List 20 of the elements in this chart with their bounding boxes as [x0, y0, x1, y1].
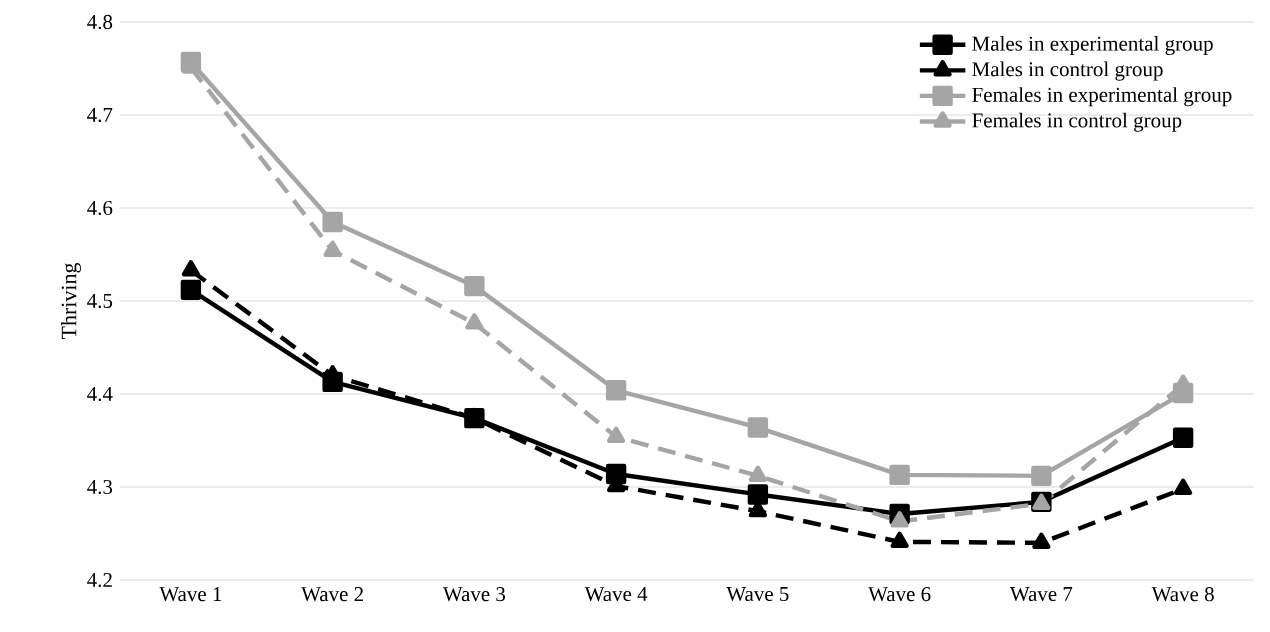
x-tick-label: Wave 3 — [442, 587, 506, 602]
x-tick-label: Wave 8 — [1151, 587, 1214, 602]
y-tick-label: 4.6 — [87, 200, 113, 216]
x-tick-label: Wave 5 — [726, 587, 789, 602]
y-tick-label: 4.4 — [87, 386, 113, 402]
x-tick-label: Wave 6 — [868, 587, 931, 602]
x-tick-label: Wave 4 — [584, 587, 648, 602]
legend-label: Females in experimental group — [972, 87, 1232, 107]
y-tick-label: 4.7 — [87, 107, 113, 123]
y-tick-label: 4.8 — [87, 14, 113, 30]
legend-label: Males in control group — [972, 61, 1163, 81]
y-tick-label: 4.2 — [87, 572, 112, 588]
x-tick-label: Wave 7 — [1009, 587, 1073, 602]
legend-label: Females in control group — [972, 112, 1182, 132]
y-tick-label: 4.5 — [87, 293, 113, 309]
x-tick-label: Wave 2 — [301, 587, 363, 602]
y-tick-label: 4.3 — [87, 479, 113, 495]
y-axis-title: Thriving — [60, 262, 81, 340]
x-tick-label: Wave 1 — [159, 587, 222, 602]
legend-label: Males in experimental group — [972, 35, 1213, 56]
